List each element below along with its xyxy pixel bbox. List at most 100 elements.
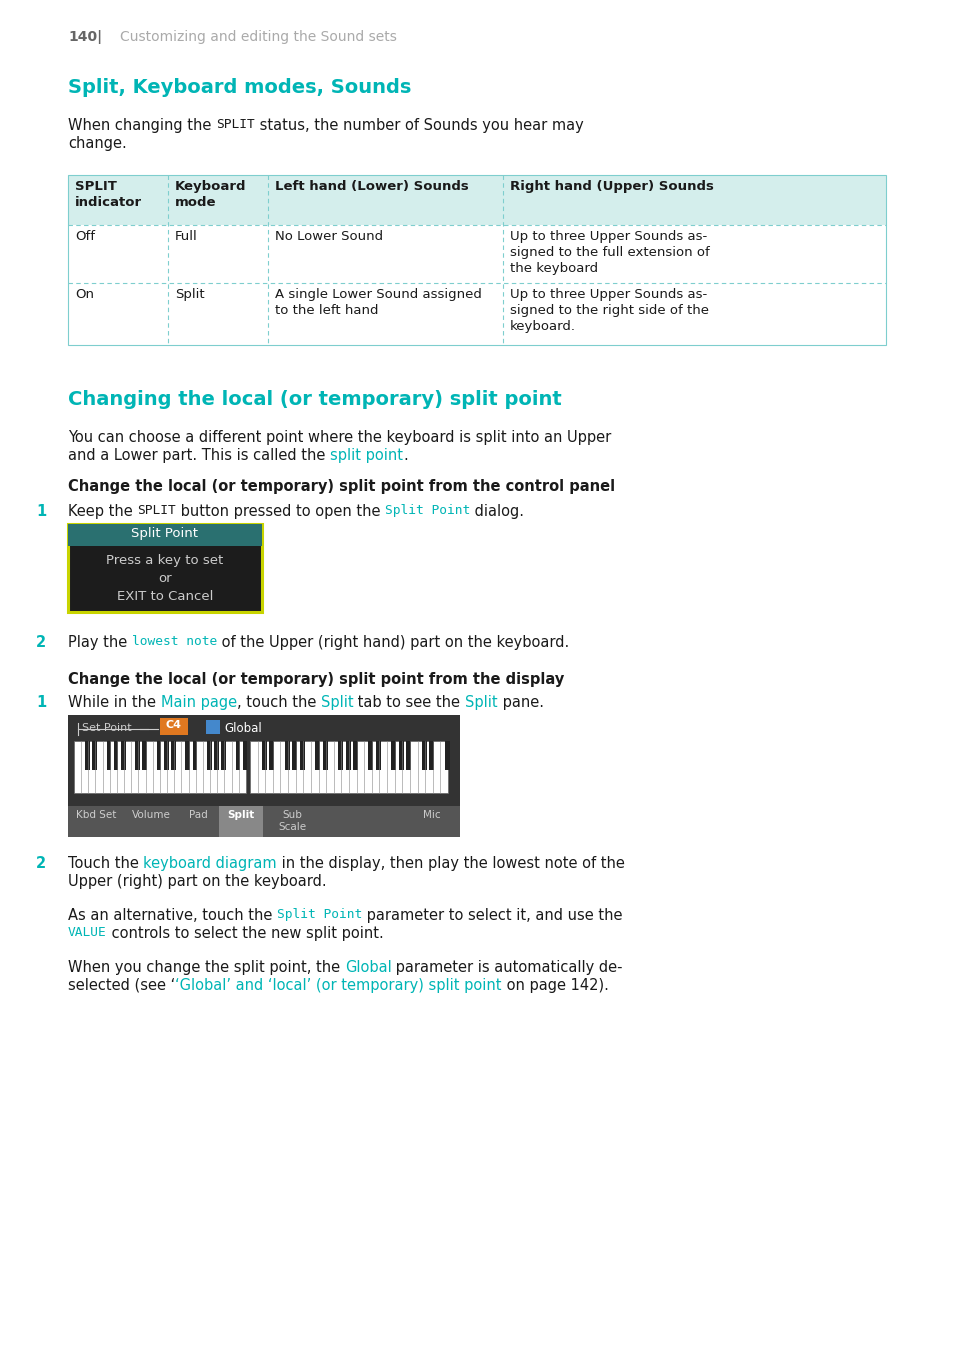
Text: Play the: Play the [68, 635, 132, 650]
Text: Left hand (Lower) Sounds: Left hand (Lower) Sounds [274, 180, 468, 194]
Bar [68, 715, 459, 837]
Text: Global: Global [344, 960, 391, 975]
Bar [375, 741, 380, 769]
Text: change.: change. [68, 135, 127, 152]
Text: Full: Full [174, 230, 197, 242]
Bar [107, 741, 112, 769]
Bar [74, 741, 246, 793]
Text: On: On [75, 288, 94, 301]
Bar [68, 175, 885, 225]
Bar [68, 524, 262, 546]
Text: tab to see the: tab to see the [353, 695, 464, 709]
Text: ‘Global’ and ‘local’ (or temporary) split point: ‘Global’ and ‘local’ (or temporary) spli… [175, 978, 501, 992]
Text: keyboard diagram: keyboard diagram [143, 856, 276, 871]
Text: status, the number of Sounds you hear may: status, the number of Sounds you hear ma… [254, 118, 583, 133]
Text: parameter to select it, and use the: parameter to select it, and use the [362, 909, 622, 923]
Bar [206, 720, 220, 734]
Bar [345, 741, 350, 769]
Text: Main page: Main page [160, 695, 236, 709]
Text: pane.: pane. [497, 695, 543, 709]
Text: Split Point: Split Point [276, 909, 362, 921]
Text: Off: Off [75, 230, 95, 242]
Text: Mic: Mic [423, 810, 440, 821]
Bar [284, 741, 290, 769]
Text: Customizing and editing the Sound sets: Customizing and editing the Sound sets [120, 30, 396, 43]
Text: Sub
Scale: Sub Scale [277, 810, 306, 831]
Text: Change the local (or temporary) split point from the display: Change the local (or temporary) split po… [68, 672, 563, 686]
Text: button pressed to open the: button pressed to open the [176, 504, 385, 519]
Text: Split: Split [464, 695, 497, 709]
Bar [269, 741, 274, 769]
Text: Keyboard
mode: Keyboard mode [174, 180, 246, 209]
Bar [398, 741, 403, 769]
Bar [68, 175, 885, 345]
Bar [156, 741, 161, 769]
Bar [314, 741, 319, 769]
Text: Set Point: Set Point [82, 723, 132, 733]
Text: SPLIT
indicator: SPLIT indicator [75, 180, 142, 209]
Text: As an alternative, touch the: As an alternative, touch the [68, 909, 276, 923]
Bar [135, 741, 140, 769]
Bar [299, 741, 305, 769]
Text: While in the: While in the [68, 695, 160, 709]
Text: You can choose a different point where the keyboard is split into an Upper: You can choose a different point where t… [68, 431, 611, 445]
Text: Touch the: Touch the [68, 856, 143, 871]
Bar [121, 741, 126, 769]
Text: No Lower Sound: No Lower Sound [274, 230, 383, 242]
Bar [221, 741, 226, 769]
Text: Press a key to set
or
EXIT to Cancel: Press a key to set or EXIT to Cancel [107, 554, 223, 603]
Text: Upper (right) part on the keyboard.: Upper (right) part on the keyboard. [68, 873, 326, 890]
Text: Up to three Upper Sounds as-
signed to the right side of the
keyboard.: Up to three Upper Sounds as- signed to t… [510, 288, 708, 333]
Text: on page 142).: on page 142). [501, 978, 608, 992]
Text: C4: C4 [166, 720, 182, 730]
Text: 2: 2 [36, 856, 46, 871]
Bar [322, 741, 327, 769]
Bar [353, 741, 357, 769]
Bar [68, 524, 262, 612]
Bar [391, 741, 395, 769]
Text: Global: Global [224, 722, 261, 735]
Text: .: . [402, 448, 407, 463]
Bar [421, 741, 426, 769]
Bar [368, 741, 373, 769]
Bar [113, 741, 118, 769]
Text: SPLIT: SPLIT [137, 504, 176, 517]
Bar [142, 741, 147, 769]
Text: Kbd Set: Kbd Set [75, 810, 116, 821]
Bar [429, 741, 434, 769]
Text: , touch the: , touch the [236, 695, 320, 709]
Text: dialog.: dialog. [470, 504, 524, 519]
Text: Split: Split [174, 288, 204, 301]
Text: When changing the: When changing the [68, 118, 215, 133]
Bar [261, 741, 267, 769]
Text: controls to select the new split point.: controls to select the new split point. [107, 926, 383, 941]
Bar [207, 741, 212, 769]
Text: Up to three Upper Sounds as-
signed to the full extension of
the keyboard: Up to three Upper Sounds as- signed to t… [510, 230, 709, 275]
Text: Split: Split [227, 810, 254, 821]
Text: of the Upper (right hand) part on the keyboard.: of the Upper (right hand) part on the ke… [217, 635, 569, 650]
Bar [235, 741, 240, 769]
Bar [337, 741, 342, 769]
Bar [171, 741, 175, 769]
Text: 1: 1 [36, 504, 46, 519]
Bar [85, 741, 90, 769]
Bar [250, 741, 448, 793]
Text: Changing the local (or temporary) split point: Changing the local (or temporary) split … [68, 390, 561, 409]
Text: Keep the: Keep the [68, 504, 137, 519]
Text: Right hand (Upper) Sounds: Right hand (Upper) Sounds [510, 180, 713, 194]
Text: selected (see ‘: selected (see ‘ [68, 978, 175, 992]
Text: 2: 2 [36, 635, 46, 650]
Bar [213, 741, 218, 769]
Text: split point: split point [330, 448, 402, 463]
Bar [242, 741, 247, 769]
Text: A single Lower Sound assigned
to the left hand: A single Lower Sound assigned to the lef… [274, 288, 481, 317]
Bar [219, 806, 263, 837]
Bar [160, 718, 188, 735]
Text: 1: 1 [36, 695, 46, 709]
Text: lowest note: lowest note [132, 635, 217, 649]
Bar [292, 741, 297, 769]
Text: and a Lower part. This is called the: and a Lower part. This is called the [68, 448, 330, 463]
Bar [164, 741, 169, 769]
Bar [444, 741, 449, 769]
Bar [92, 741, 97, 769]
